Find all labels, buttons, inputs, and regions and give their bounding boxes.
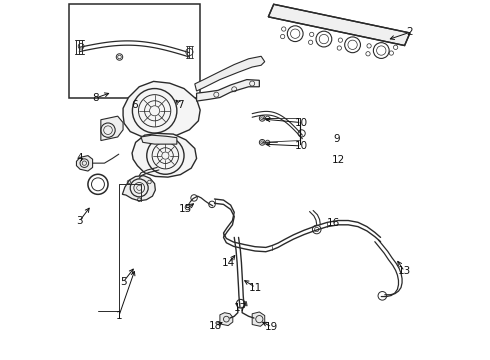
Polygon shape (195, 56, 265, 91)
Text: 3: 3 (76, 216, 83, 226)
Text: 1: 1 (116, 311, 122, 321)
Text: 11: 11 (249, 283, 262, 293)
Text: 19: 19 (265, 322, 278, 332)
Polygon shape (101, 116, 123, 140)
Text: 14: 14 (222, 258, 236, 268)
Text: 10: 10 (295, 141, 308, 151)
Polygon shape (252, 312, 265, 326)
Polygon shape (123, 81, 200, 138)
Polygon shape (196, 80, 259, 101)
Text: 5: 5 (120, 277, 126, 287)
Text: 7: 7 (177, 100, 184, 110)
Text: 10: 10 (295, 118, 308, 128)
Text: 16: 16 (327, 218, 341, 228)
Polygon shape (132, 134, 196, 177)
Text: 18: 18 (209, 321, 222, 331)
Text: 8: 8 (92, 93, 98, 103)
Text: 2: 2 (407, 27, 413, 37)
Bar (69, 4, 200, 98)
Text: 4: 4 (76, 153, 83, 163)
Text: 12: 12 (332, 155, 345, 165)
Text: 17: 17 (234, 303, 247, 314)
Polygon shape (269, 4, 410, 45)
Polygon shape (122, 176, 155, 201)
Text: 13: 13 (398, 266, 411, 276)
Text: 15: 15 (179, 204, 193, 215)
Text: 6: 6 (132, 100, 138, 110)
Polygon shape (220, 313, 233, 325)
Text: 9: 9 (333, 134, 340, 144)
Polygon shape (141, 135, 177, 144)
Polygon shape (76, 156, 93, 171)
